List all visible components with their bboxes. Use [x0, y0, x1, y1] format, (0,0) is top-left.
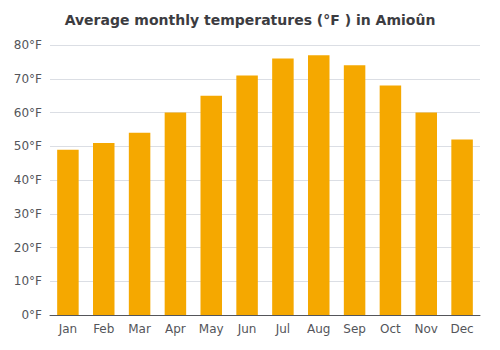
svg-text:Dec: Dec	[450, 322, 473, 336]
svg-text:Jan: Jan	[58, 322, 78, 336]
svg-text:70°F: 70°F	[14, 72, 42, 86]
svg-text:20°F: 20°F	[14, 241, 42, 255]
svg-text:Apr: Apr	[165, 322, 186, 336]
svg-text:Jul: Jul	[275, 322, 290, 336]
svg-text:Feb: Feb	[93, 322, 114, 336]
svg-text:May: May	[199, 322, 224, 336]
svg-text:Sep: Sep	[343, 322, 366, 336]
svg-text:0°F: 0°F	[21, 308, 42, 322]
svg-text:Mar: Mar	[128, 322, 151, 336]
svg-text:50°F: 50°F	[14, 139, 42, 153]
svg-text:Average monthly temperatures (: Average monthly temperatures (°F ) in Am…	[65, 12, 436, 28]
svg-text:Oct: Oct	[380, 322, 401, 336]
svg-text:30°F: 30°F	[14, 207, 42, 221]
svg-text:10°F: 10°F	[14, 274, 42, 288]
svg-text:40°F: 40°F	[14, 173, 42, 187]
svg-text:Jun: Jun	[237, 322, 257, 336]
svg-text:80°F: 80°F	[14, 38, 42, 52]
svg-text:Nov: Nov	[415, 322, 438, 336]
svg-text:60°F: 60°F	[14, 106, 42, 120]
svg-text:Aug: Aug	[307, 322, 330, 336]
